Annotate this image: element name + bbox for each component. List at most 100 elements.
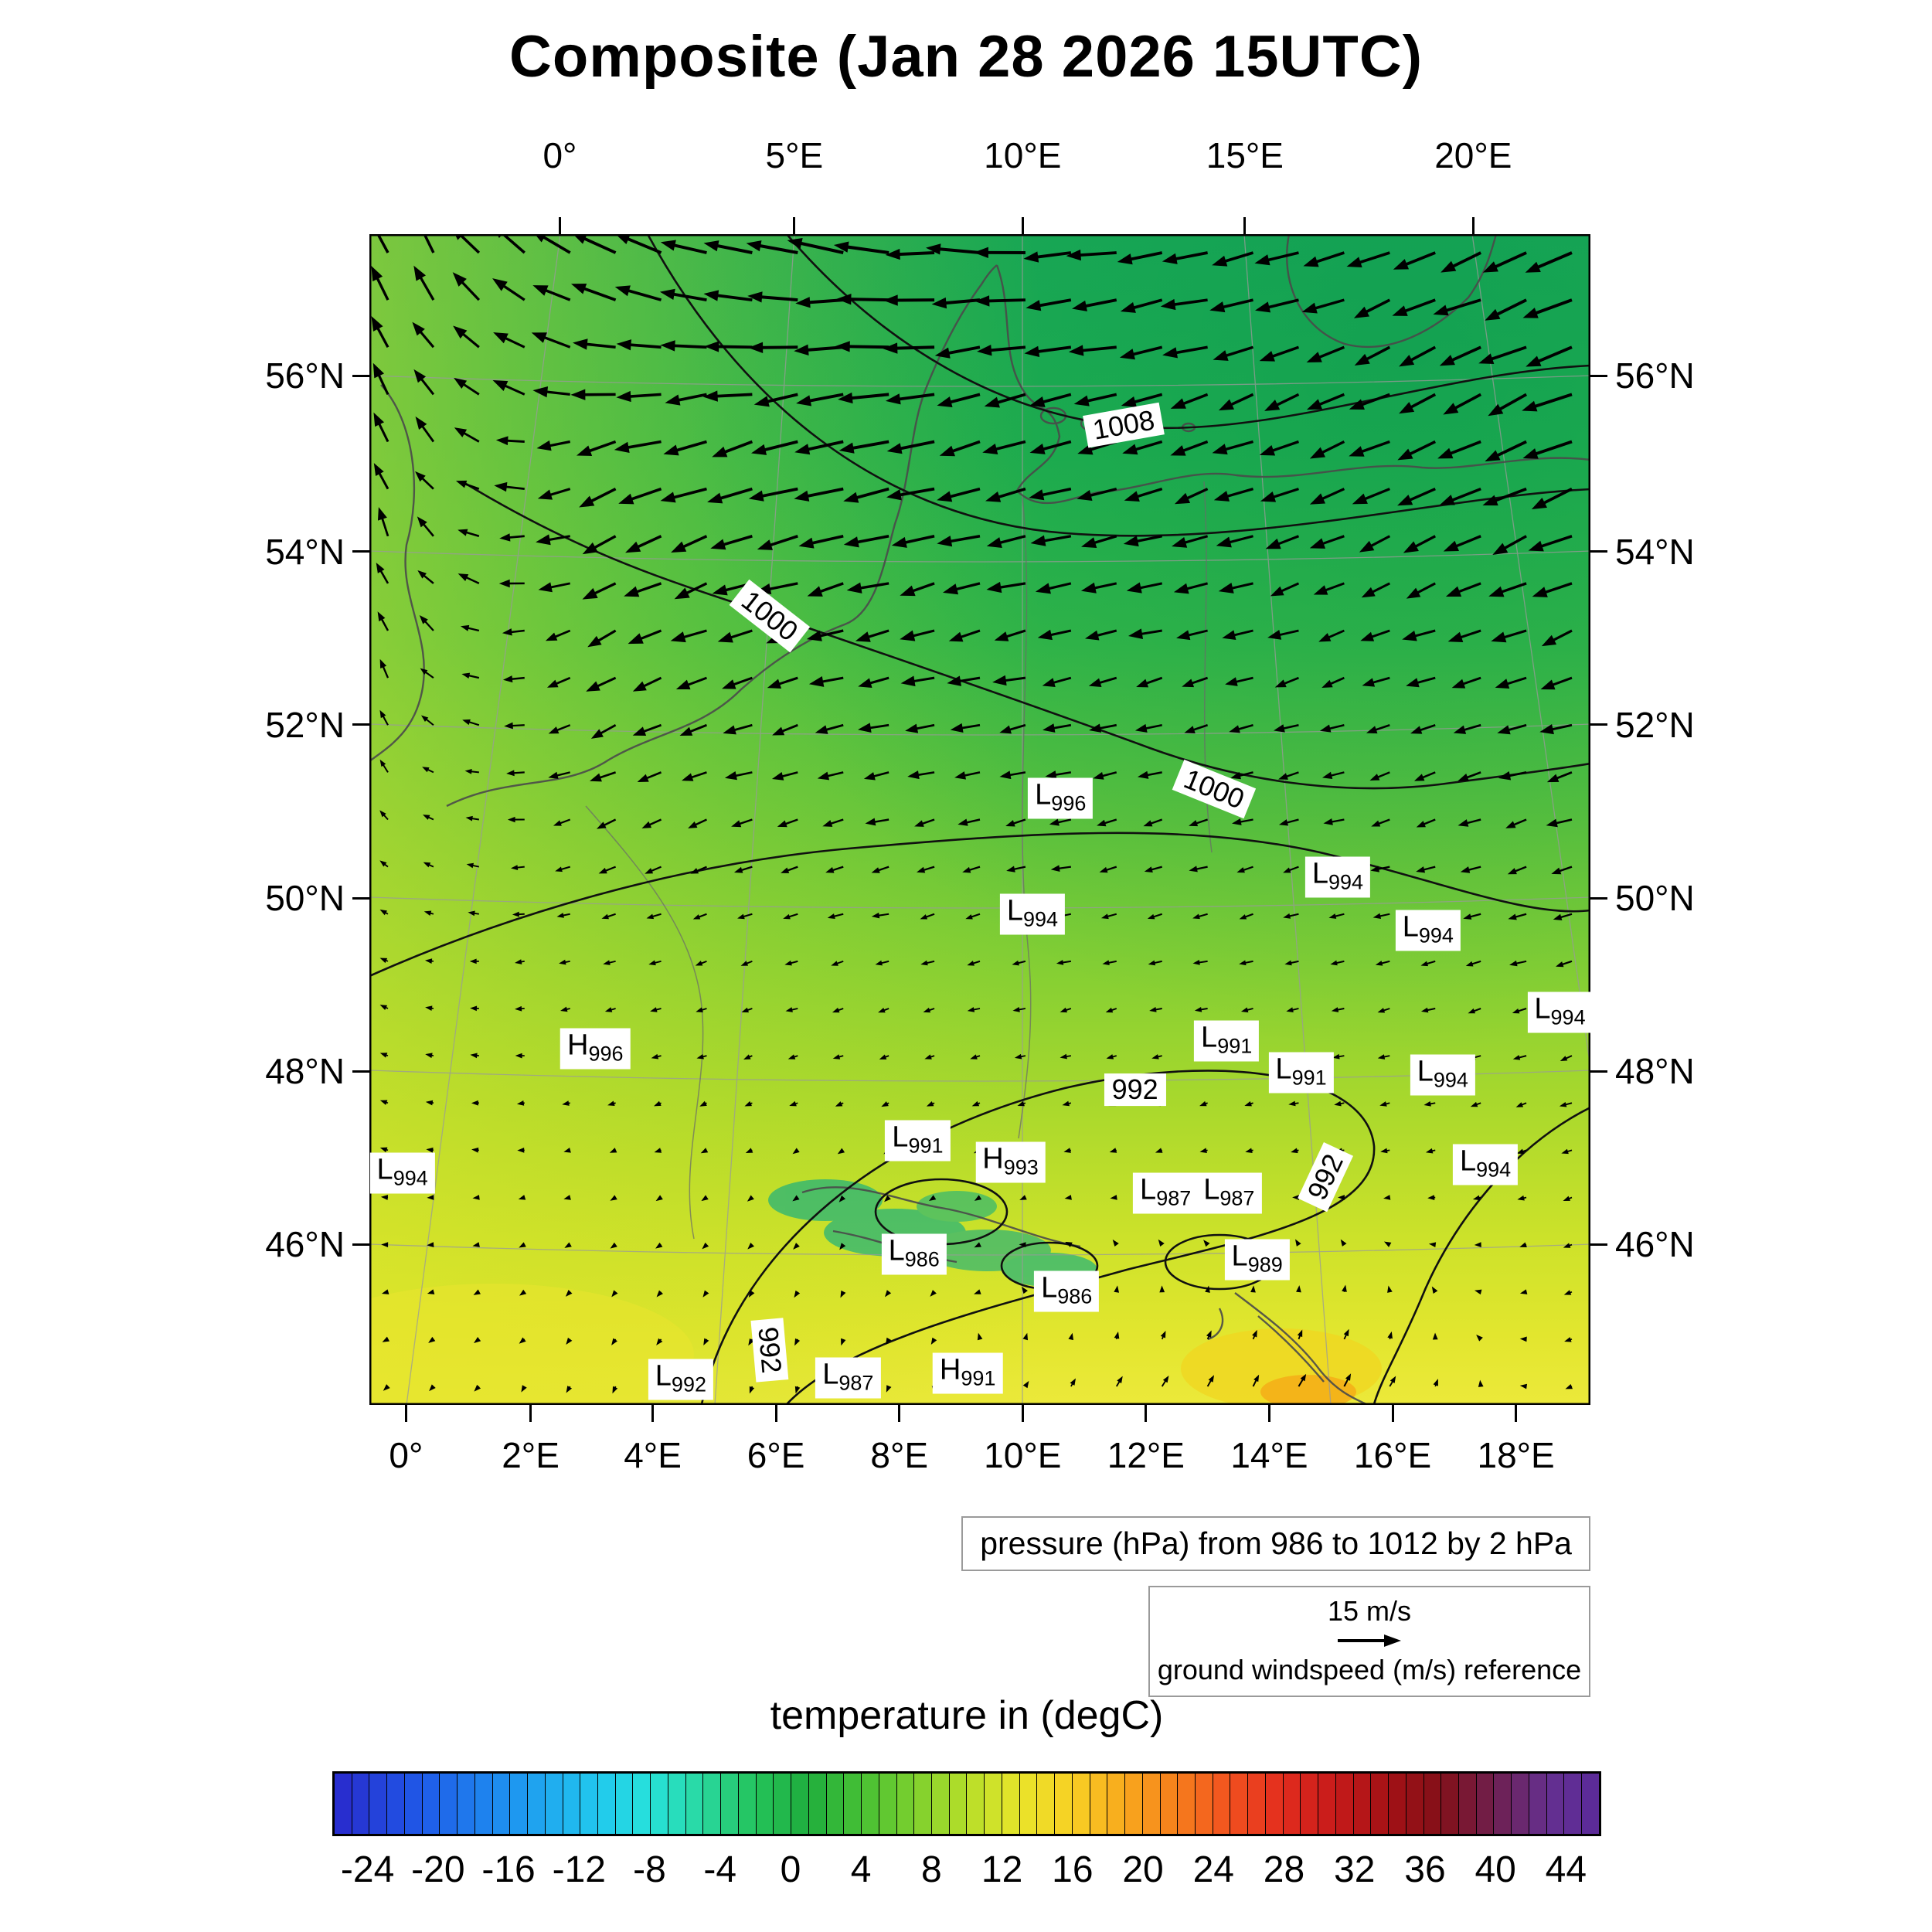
wind-arrow — [1012, 960, 1019, 966]
axis-bottom-label: 6°E — [747, 1435, 805, 1475]
wind-arrow — [1541, 634, 1557, 647]
wind-arrow — [515, 1053, 522, 1059]
wind-arrow — [1037, 629, 1053, 641]
low-pressure-center-label: L994 — [999, 893, 1066, 935]
pressure-labels-layer: 1008 1000 1000 992 992 992 L996 L994 L994 L994 L99… — [369, 234, 1590, 1405]
colorbar-tick-label: -24 — [340, 1849, 395, 1890]
wind-arrow — [843, 536, 859, 548]
axis-right-tick — [1590, 550, 1607, 553]
wind-arrow — [794, 344, 809, 355]
wind-arrow — [1206, 1330, 1212, 1338]
wind-arrow — [422, 767, 430, 773]
wind-arrow — [632, 681, 647, 692]
colorbar-cell — [949, 1774, 968, 1834]
low-pressure-center-label: L994 — [1395, 910, 1461, 951]
colorbar-cell — [967, 1774, 985, 1834]
wind-arrow — [556, 913, 564, 918]
axis-left-label: 46°N — [265, 1224, 345, 1265]
colorbar-tick-label: 8 — [921, 1849, 942, 1890]
wind-arrow — [1482, 261, 1498, 273]
wind-arrow — [881, 1101, 889, 1107]
wind-arrow — [1474, 1242, 1481, 1247]
low-pressure-center-label: L996 — [1028, 777, 1094, 819]
wind-arrow — [427, 1195, 434, 1200]
wind-arrow — [1485, 450, 1501, 462]
wind-arrow — [1485, 308, 1501, 321]
wind-arrow — [1045, 770, 1057, 779]
wind-arrow — [648, 960, 656, 966]
wind-arrow — [883, 294, 898, 306]
wind-arrow — [1259, 351, 1275, 362]
colorbar-cell — [1529, 1774, 1547, 1834]
wind-arrow — [795, 297, 811, 308]
wind-arrow — [808, 675, 825, 687]
wind-arrow — [1380, 1148, 1388, 1154]
colorbar-tick-label: 16 — [1052, 1849, 1094, 1890]
wind-arrow — [792, 1195, 800, 1202]
wind-arrow — [1428, 1242, 1437, 1248]
axis-bottom-label: 18°E — [1477, 1435, 1555, 1475]
wind-arrow — [771, 772, 784, 781]
axis-bottom-tick — [1515, 1405, 1518, 1422]
wind-arrow — [1439, 355, 1455, 366]
colorbar-cell — [668, 1774, 686, 1834]
wind-arrow — [565, 1290, 573, 1297]
wind-arrow — [1406, 678, 1420, 688]
wind-arrow — [838, 442, 855, 454]
wind-arrow — [712, 584, 728, 596]
wind-arrow — [379, 957, 388, 964]
wind-arrow — [1126, 582, 1142, 594]
wind-arrow — [1445, 586, 1462, 597]
wind-arrow — [858, 723, 872, 733]
wind-arrow — [1147, 913, 1155, 920]
wind-arrow — [967, 1007, 975, 1012]
colorbar-tick-label: -16 — [481, 1849, 536, 1890]
wind-arrow — [1081, 537, 1097, 548]
wind-arrow — [1470, 1101, 1478, 1107]
wind-arrow — [891, 536, 907, 548]
wind-arrow — [1254, 254, 1270, 266]
wind-arrow — [614, 285, 631, 297]
wind-arrow — [836, 294, 852, 305]
wind-arrow — [878, 1007, 886, 1013]
wind-arrow — [900, 585, 916, 597]
wind-arrow — [1342, 1284, 1347, 1292]
wind-arrow — [1297, 1329, 1303, 1338]
wind-arrow — [1349, 399, 1365, 410]
wind-arrow — [1110, 1195, 1117, 1200]
wind-arrow — [985, 492, 1002, 502]
wind-arrow — [937, 396, 953, 408]
wind-arrow — [517, 1148, 525, 1153]
wind-arrow — [1383, 1241, 1392, 1247]
wind-arrow — [612, 1386, 618, 1394]
wind-arrow — [696, 1007, 703, 1012]
wind-arrow — [832, 1007, 840, 1013]
wind-arrow — [1172, 536, 1188, 548]
wind-arrow — [1318, 633, 1332, 642]
wind-arrow — [1022, 1380, 1029, 1389]
wind-arrow — [1159, 1285, 1165, 1293]
colorbar-cell — [510, 1774, 529, 1834]
wind-arrow — [1060, 1053, 1067, 1060]
wind-arrow — [1155, 1148, 1163, 1153]
wind-arrow — [1402, 631, 1417, 641]
wind-arrow — [645, 868, 654, 874]
wind-arrow — [1453, 725, 1467, 734]
wind-arrow — [1231, 818, 1242, 825]
wind-arrow — [507, 816, 515, 823]
low-pressure-center-label: L987 — [1133, 1172, 1199, 1214]
axis-right-tick — [1590, 723, 1607, 726]
axis-bottom-tick — [1391, 1405, 1394, 1422]
wind-arrow — [1023, 251, 1039, 263]
axis-bottom-tick — [404, 1405, 407, 1422]
colorbar-cell — [563, 1774, 581, 1834]
wind-arrow — [1120, 302, 1136, 313]
axis-bottom-tick — [1145, 1405, 1148, 1422]
wind-arrow — [839, 1243, 846, 1250]
wind-arrow — [707, 492, 723, 504]
wind-arrow — [1070, 1378, 1077, 1386]
wind-arrow — [1117, 253, 1133, 265]
wind-arrow — [372, 362, 385, 379]
isobar-value-label: 1008 — [1083, 402, 1165, 448]
wind-arrow — [1019, 1242, 1026, 1248]
